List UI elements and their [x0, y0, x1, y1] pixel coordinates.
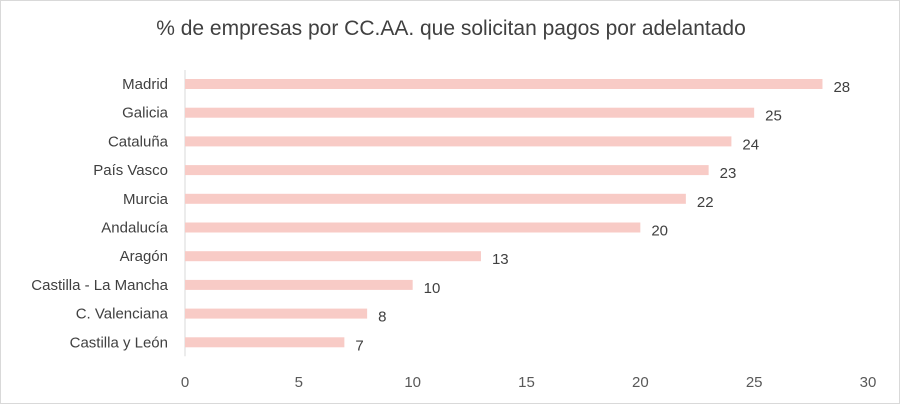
bars-group: [185, 79, 823, 348]
category-label: Cataluña: [108, 133, 169, 150]
bar: [185, 337, 345, 348]
data-label: 20: [651, 223, 668, 240]
category-label: C. Valenciana: [76, 306, 169, 323]
data-label: 24: [742, 136, 759, 153]
category-label: Castilla y León: [70, 334, 168, 351]
category-label: Castilla - La Mancha: [31, 277, 168, 294]
value-labels-group: 28 25 24 23 22 20 13 10 87: [355, 79, 850, 354]
data-label: 10: [424, 280, 441, 297]
x-tick-labels-group: 0 5 10 15 20 25 30: [181, 374, 877, 391]
bar: [185, 107, 755, 118]
bar: [185, 251, 481, 262]
x-tick-label: 20: [632, 374, 649, 391]
category-label: Madrid: [122, 76, 168, 93]
bar: [185, 79, 823, 89]
data-label: 22: [697, 194, 714, 211]
x-tick-label: 30: [860, 374, 877, 391]
category-label: Galicia: [122, 105, 169, 122]
x-tick-label: 0: [181, 374, 189, 391]
x-tick-label: 25: [746, 374, 763, 391]
data-label: 28: [833, 79, 850, 96]
x-tick-label: 15: [518, 374, 535, 391]
category-label: Murcia: [123, 191, 169, 208]
x-tick-label: 10: [404, 374, 421, 391]
chart-title: % de empresas por CC.AA. que solicitan p…: [156, 17, 746, 40]
bar: [185, 279, 413, 290]
category-label: País Vasco: [93, 162, 168, 179]
category-label: Andalucía: [101, 220, 168, 237]
category-labels-group: Madrid Galicia Cataluña País Vasco Murcia And…: [31, 76, 168, 351]
bar: [185, 165, 709, 176]
data-label: 7: [355, 337, 363, 354]
data-label: 25: [765, 108, 782, 125]
data-label: 13: [492, 251, 509, 268]
data-label: 8: [378, 309, 386, 326]
data-label: 23: [720, 165, 737, 182]
bar: [185, 308, 368, 319]
bar: [185, 222, 641, 233]
bar: [185, 193, 686, 204]
category-label: Aragón: [120, 248, 168, 265]
x-tick-label: 5: [295, 374, 303, 391]
bar: [185, 136, 732, 147]
